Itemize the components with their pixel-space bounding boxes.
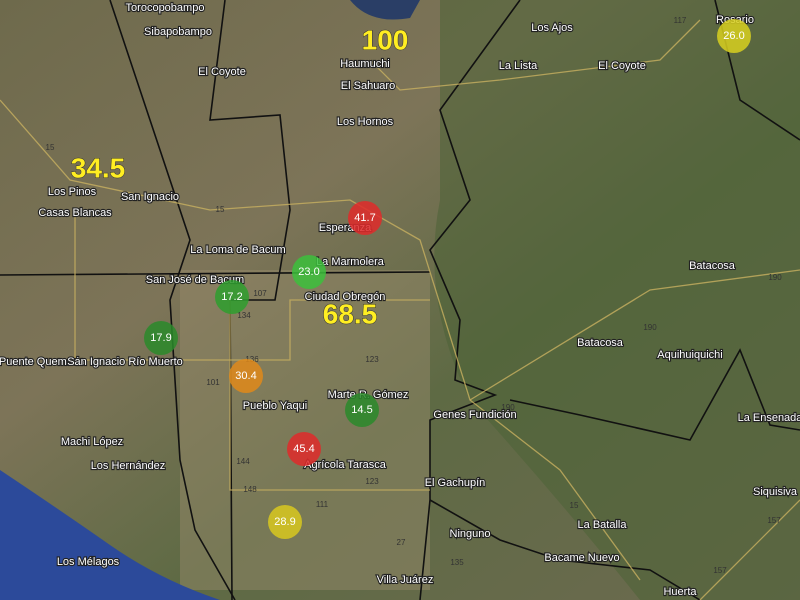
marker [345, 393, 379, 427]
marker [144, 321, 178, 355]
big-label: 68.5 [323, 298, 378, 329]
place-label: San Ignacio Río Muerto [67, 356, 183, 368]
road-shield: 190 [501, 403, 515, 412]
road-shield: 148 [243, 485, 257, 494]
road-shield: 190 [768, 273, 782, 282]
road-shield: 111 [316, 500, 329, 509]
big-label: 100 [362, 24, 409, 55]
ocean [0, 470, 220, 600]
marker [292, 255, 326, 289]
road-shield: 134 [237, 311, 251, 320]
marker-label: 26.0 [723, 30, 744, 42]
place-label: Genes Fundición [433, 409, 516, 421]
marker-label: 28.9 [274, 516, 295, 528]
marker-label: 41.7 [354, 212, 375, 224]
marker [268, 505, 302, 539]
place-label: Machi López [61, 436, 123, 448]
marker [717, 19, 751, 53]
place-label: Puente Quemado [0, 356, 85, 368]
roads [0, 19, 800, 600]
place-label: Torocopobampo [126, 2, 205, 14]
place-label: Los Hernández [91, 460, 166, 472]
place-label: Villa Juárez [377, 574, 434, 586]
place-label: Ninguno [450, 528, 491, 540]
place-label: Agrícola Tarasca [304, 459, 387, 471]
big-label: 34.5 [71, 152, 126, 183]
marker-label: 14.5 [351, 404, 372, 416]
marker-label: 23.0 [298, 266, 319, 278]
place-label: Los Ajos [531, 22, 573, 34]
place-label: La Marmolera [316, 256, 385, 268]
road-shield: 27 [397, 538, 406, 547]
road-shield: 157 [767, 516, 781, 525]
place-label: San José de Bacum [146, 274, 244, 286]
marker [215, 280, 249, 314]
place-label: Los Hornos [337, 116, 394, 128]
place-label: Bacame Nuevo [544, 552, 619, 564]
place-label: Huerta [663, 586, 697, 598]
road-shields: 15 117 15 134 107 101 136 123 190 190 19… [46, 16, 783, 575]
reservoir [350, 0, 420, 20]
road-shield: 117 [674, 16, 687, 25]
marker-label: 45.4 [293, 443, 314, 455]
road-shield: 15 [216, 205, 225, 214]
place-label: Batacosa [689, 260, 736, 272]
marker [348, 201, 382, 235]
road-shield: 190 [643, 323, 657, 332]
road-shield: 15 [570, 501, 579, 510]
marker-label: 17.9 [150, 332, 171, 344]
marker [287, 432, 321, 466]
place-label: Los Mélagos [57, 556, 120, 568]
place-label: El Sahuaro [341, 80, 395, 92]
place-label: Sibapobampo [144, 26, 212, 38]
road-shield: 123 [365, 477, 379, 486]
road-shield: 135 [450, 558, 464, 567]
road-shield: 101 [206, 378, 220, 387]
place-label: La Lista [499, 60, 538, 72]
place-label: Pueblo Yaqui [243, 400, 307, 412]
place-label: Haumuchi [340, 58, 390, 70]
farmland [180, 270, 430, 590]
marker-label: 30.4 [235, 370, 256, 382]
place-label: La Batalla [578, 519, 628, 531]
place-label: Los Pinos [48, 186, 97, 198]
place-label: Aquihuiquichi [657, 349, 722, 361]
markers: 41.7 23.0 17.2 17.9 30.4 14.5 45.4 28.9 26.0 [144, 19, 751, 539]
place-label: Batacosa [577, 337, 624, 349]
mountains [434, 0, 800, 600]
place-label: La Ensenada [738, 412, 800, 424]
place-label: El Gachupín [425, 477, 486, 489]
road-shield: 15 [46, 143, 55, 152]
place-label: El Coyote [198, 66, 246, 78]
place-label: Ciudad Obregón [305, 291, 386, 303]
road-shield: 123 [365, 355, 379, 364]
place-label: San Ignacio [121, 191, 179, 203]
marker [229, 359, 263, 393]
road-shield: 157 [713, 566, 727, 575]
road-shield: 144 [236, 457, 250, 466]
place-label: El Coyote [598, 60, 646, 72]
place-label: Siquisiva [753, 486, 798, 498]
place-label: La Loma de Bacum [190, 244, 285, 256]
place-label: Casas Blancas [38, 207, 112, 219]
road-shield: 107 [253, 289, 267, 298]
road-shield: 136 [245, 355, 259, 364]
marker-label: 17.2 [221, 291, 242, 303]
